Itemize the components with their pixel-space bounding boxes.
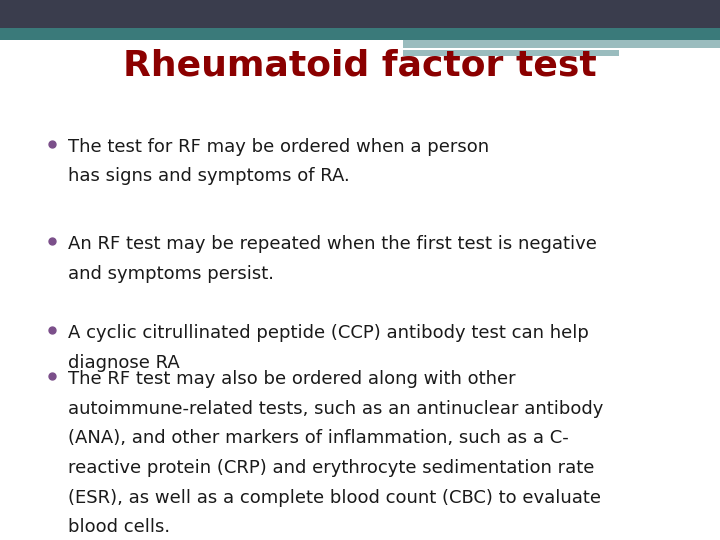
Text: blood cells.: blood cells.	[68, 518, 171, 536]
Bar	[0, 28, 432, 40]
Bar	[403, 50, 619, 56]
Bar	[432, 28, 720, 40]
Text: and symptoms persist.: and symptoms persist.	[68, 265, 274, 282]
Bar	[0, 0, 720, 28]
Text: has signs and symptoms of RA.: has signs and symptoms of RA.	[68, 167, 350, 185]
Text: The RF test may also be ordered along with other: The RF test may also be ordered along wi…	[68, 370, 516, 388]
Text: Rheumatoid factor test: Rheumatoid factor test	[123, 48, 597, 82]
Text: (ANA), and other markers of inflammation, such as a C-: (ANA), and other markers of inflammation…	[68, 429, 569, 447]
Text: A cyclic citrullinated peptide (CCP) antibody test can help: A cyclic citrullinated peptide (CCP) ant…	[68, 324, 589, 342]
Text: An RF test may be repeated when the first test is negative: An RF test may be repeated when the firs…	[68, 235, 598, 253]
Text: diagnose RA: diagnose RA	[68, 354, 180, 372]
Text: reactive protein (CRP) and erythrocyte sedimentation rate: reactive protein (CRP) and erythrocyte s…	[68, 459, 595, 477]
Bar	[403, 40, 720, 48]
Text: autoimmune-related tests, such as an antinuclear antibody: autoimmune-related tests, such as an ant…	[68, 400, 604, 417]
Text: (ESR), as well as a complete blood count (CBC) to evaluate: (ESR), as well as a complete blood count…	[68, 489, 601, 507]
Text: The test for RF may be ordered when a person: The test for RF may be ordered when a pe…	[68, 138, 490, 156]
